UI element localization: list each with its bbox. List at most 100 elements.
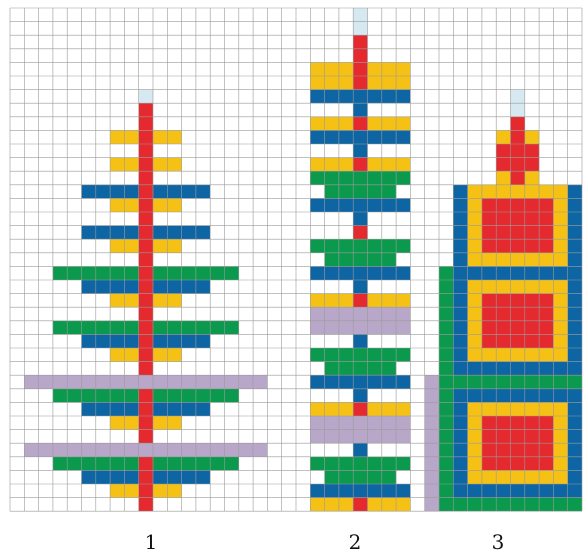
cell-green [496, 375, 511, 389]
cell-yellow [124, 198, 139, 212]
cell-red [539, 456, 554, 471]
cell-green [310, 171, 325, 185]
cell-blue [81, 184, 96, 199]
cell-yellow [153, 484, 168, 498]
cell-red [524, 334, 540, 348]
cell-blue [167, 402, 182, 416]
cell-red [138, 402, 153, 416]
cell-green [439, 361, 454, 376]
cell-red [524, 212, 540, 226]
cell-green [453, 375, 468, 389]
cell-green [367, 252, 382, 267]
cell-blue [453, 348, 468, 362]
cell-blue [567, 470, 582, 484]
cell-green [439, 470, 454, 484]
cell-yellow [553, 443, 568, 457]
cell-green [324, 470, 339, 484]
cell-yellow [553, 280, 568, 294]
cell-red [138, 280, 153, 294]
cell-green [210, 266, 225, 280]
cell-green [52, 388, 68, 403]
cell-green [310, 348, 325, 362]
cell-blue [153, 470, 168, 484]
cell-red [524, 429, 540, 444]
cell-green [396, 456, 411, 471]
cell-yellow [524, 171, 540, 185]
cell-blue [338, 130, 354, 144]
cell-yellow [381, 116, 397, 131]
cell-yellow [467, 198, 482, 212]
cell-lilac [338, 416, 354, 430]
cell-blue [353, 89, 368, 104]
cell-yellow [467, 348, 482, 362]
cell-blue [167, 184, 182, 199]
cell-red [524, 456, 540, 471]
cell-yellow [553, 184, 568, 199]
cell-blue [124, 225, 139, 240]
cell-blue [453, 361, 468, 376]
cell-yellow [310, 62, 325, 76]
cell-red [353, 402, 368, 416]
cell-green [310, 456, 325, 471]
cell-yellow [367, 116, 382, 131]
cell-blue [453, 266, 468, 280]
cell-blue [124, 470, 139, 484]
cell-green [396, 171, 411, 185]
cell-lilac [310, 429, 325, 444]
cell-blue [453, 429, 468, 444]
cell-red [138, 184, 153, 199]
cell-green [439, 484, 454, 498]
cell-green [367, 361, 382, 376]
cell-lilac [138, 375, 153, 389]
cell-yellow [467, 184, 482, 199]
cell-red [138, 266, 153, 280]
cell-lilac [353, 307, 368, 321]
cell-green [381, 348, 397, 362]
figure-3-label: 3 [491, 530, 505, 554]
cell-green [439, 416, 454, 430]
cell-green [510, 497, 525, 512]
cell-yellow [553, 456, 568, 471]
cell-yellow [153, 239, 168, 253]
cell-blue [510, 266, 525, 280]
cell-blue [567, 334, 582, 348]
cell-green [110, 266, 125, 280]
cell-red [496, 334, 511, 348]
cell-yellow [381, 62, 397, 76]
cell-yellow [553, 429, 568, 444]
cell-blue [496, 388, 511, 403]
cell-blue [453, 388, 468, 403]
cell-lilac [424, 497, 439, 512]
cell-red [539, 198, 554, 212]
cell-yellow [110, 239, 125, 253]
cell-yellow [467, 470, 482, 484]
cell-yellow [524, 470, 540, 484]
cell-blue [567, 252, 582, 267]
cell-green [153, 388, 168, 403]
cell-green [381, 171, 397, 185]
cell-blue [396, 484, 411, 498]
cell-red [510, 429, 525, 444]
cell-blue [567, 348, 582, 362]
cell-yellow [310, 293, 325, 308]
cell-lilac [110, 375, 125, 389]
cell-blue [367, 375, 382, 389]
cell-green [181, 266, 196, 280]
cell-lilac [210, 443, 225, 457]
cell-red [353, 62, 368, 76]
cell-yellow [338, 76, 354, 90]
cell-yellow [481, 348, 497, 362]
cell-yellow [496, 130, 511, 144]
cell-yellow [167, 239, 182, 253]
cell-yellow [367, 402, 382, 416]
cell-red [510, 320, 525, 335]
cell-yellow [467, 334, 482, 348]
cell-lilac [424, 429, 439, 444]
cell-red [524, 416, 540, 430]
cell-red [138, 212, 153, 226]
cell-red [539, 225, 554, 240]
cell-red [353, 76, 368, 90]
cell-blue [539, 388, 554, 403]
cell-lilac [367, 416, 382, 430]
cell-blue [567, 198, 582, 212]
